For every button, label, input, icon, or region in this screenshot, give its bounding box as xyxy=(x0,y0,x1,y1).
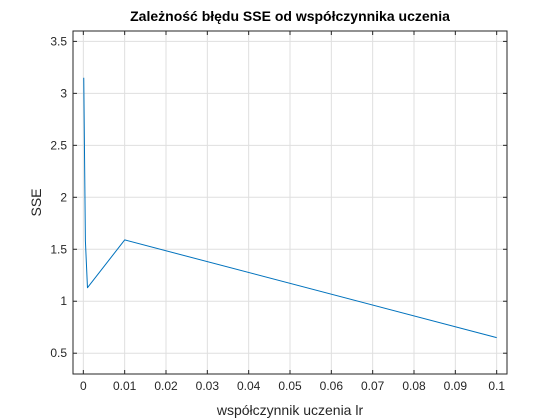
series-layer xyxy=(83,77,497,339)
x-tick-label: 0.03 xyxy=(196,379,220,393)
x-tick-label: 0.04 xyxy=(237,379,261,393)
y-tick-label: 3 xyxy=(60,86,67,100)
series-line xyxy=(83,77,497,339)
x-tick-label: 0.05 xyxy=(278,379,302,393)
ticks: 0 0.01 0.02 0.03 0.04 0.05 0.06 0.07 0.08 0.09 0.1… xyxy=(50,31,507,393)
y-tick-label: 2.5 xyxy=(50,138,67,152)
x-tick-label: 0.01 xyxy=(113,379,137,393)
y-tick-label: 1 xyxy=(60,294,67,308)
y-tick-label: 1.5 xyxy=(50,242,67,256)
y-tick-label: 3.5 xyxy=(50,34,67,48)
x-tick-label: 0.1 xyxy=(488,379,505,393)
y-tick-label: 2 xyxy=(60,190,67,204)
chart-title: Zależność błędu SSE od współczynnika ucz… xyxy=(130,8,450,24)
x-tick-label: 0.07 xyxy=(361,379,385,393)
x-tick-label: 0.09 xyxy=(444,379,468,393)
x-tick-label: 0.02 xyxy=(154,379,178,393)
y-tick-label: 0.5 xyxy=(50,346,67,360)
x-tick-label: 0.08 xyxy=(402,379,426,393)
grid-lines xyxy=(73,31,507,374)
x-axis-label: współczynnik uczenia lr xyxy=(216,402,364,418)
x-tick-label: 0 xyxy=(80,379,87,393)
y-axis-label: SSE xyxy=(28,188,44,216)
x-tick-label: 0.06 xyxy=(320,379,344,393)
